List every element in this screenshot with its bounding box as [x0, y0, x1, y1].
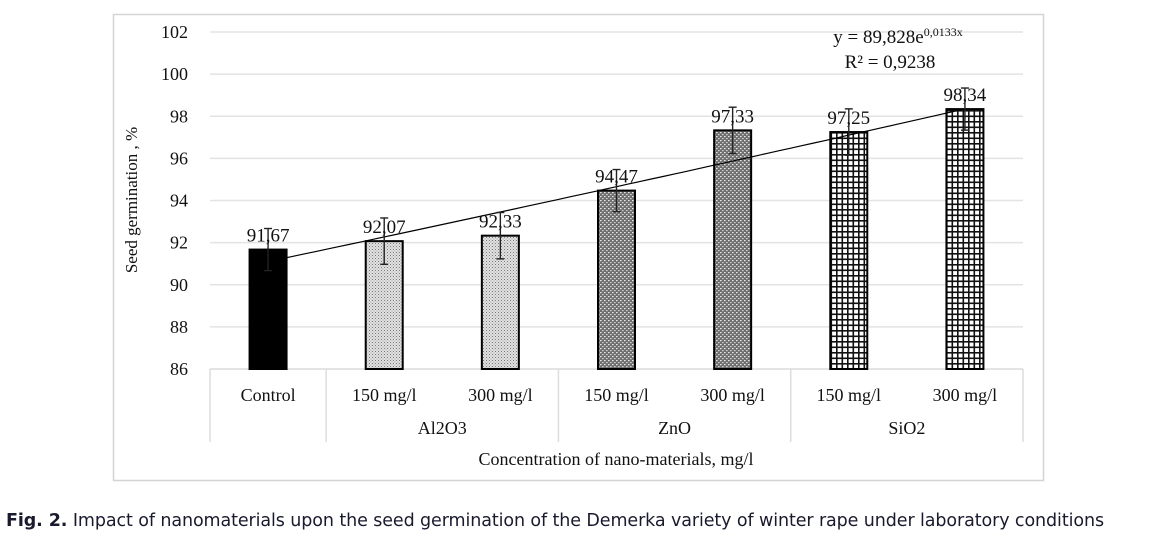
y-tick-label: 94: [170, 191, 188, 211]
bar: [829, 131, 869, 370]
data-label: 91,67: [247, 226, 290, 247]
group-label: Al2O3: [418, 418, 467, 438]
category-tick-label: 300 mg/l: [933, 385, 998, 405]
y-tick-label: 96: [170, 148, 188, 168]
caption-prefix: Fig. 2.: [6, 511, 68, 531]
category-tick-label: 150 mg/l: [584, 385, 649, 405]
trendline-r2: R² = 0,9238: [845, 52, 936, 73]
trendline-equation-base: y = 89,828e: [833, 27, 923, 48]
figure-caption: Fig. 2. Impact of nanomaterials upon the…: [6, 511, 1156, 531]
bar: [597, 189, 636, 370]
y-tick-label: 98: [170, 106, 188, 126]
y-tick-label: 102: [161, 22, 188, 42]
y-tick-label: 88: [170, 317, 188, 337]
bar: [945, 108, 985, 371]
error-bars: [264, 87, 969, 272]
data-label: 97,25: [827, 108, 870, 129]
y-tick-label: 86: [170, 359, 188, 379]
group-label: SiO2: [888, 418, 925, 438]
data-label: 98,34: [944, 85, 987, 106]
category-axis: Control 150 mg/l 300 mg/l 150 mg/l 300 mg/l 1…: [209, 368, 1024, 442]
category-tick-label: 150 mg/l: [817, 385, 882, 405]
y-tick-label: 100: [161, 64, 188, 84]
data-labels: 91,67 92,07 92,33 94,47 97,33 97,25 98,34: [247, 85, 987, 246]
y-tick-label: 92: [170, 233, 188, 253]
y-axis-label: Seed germination , %: [122, 127, 141, 273]
category-tick-label: Control: [241, 385, 296, 405]
x-axis-label: Concentration of nano-materials, mg/l: [479, 449, 754, 469]
data-label: 92,07: [363, 217, 406, 238]
category-tick-label: 300 mg/l: [468, 385, 533, 405]
y-tick-label: 90: [170, 275, 188, 295]
data-label: 97,33: [711, 106, 754, 127]
caption-text: Impact of nanomaterials upon the seed ge…: [67, 511, 1104, 531]
bar: [713, 129, 753, 370]
chart-frame: [112, 13, 1045, 482]
trendline-equation: y = 89,828e0,0133x: [833, 25, 962, 48]
y-axis-ticks: 86 88 90 92 94 96 98 100 102: [161, 22, 188, 379]
data-label: 94,47: [595, 167, 638, 188]
group-label: ZnO: [658, 418, 691, 438]
trendline-equation-exponent: 0,0133x: [924, 25, 963, 39]
chart: 86 88 90 92 94 96 98 100 102 Control 150 mg/l 300 …: [112, 13, 1045, 482]
chart-svg: 86 88 90 92 94 96 98 100 102 Control 150 mg/l 300 …: [112, 13, 1045, 482]
category-tick-label: 150 mg/l: [352, 385, 417, 405]
category-tick-label: 300 mg/l: [700, 385, 765, 405]
data-label: 92,33: [479, 212, 522, 233]
